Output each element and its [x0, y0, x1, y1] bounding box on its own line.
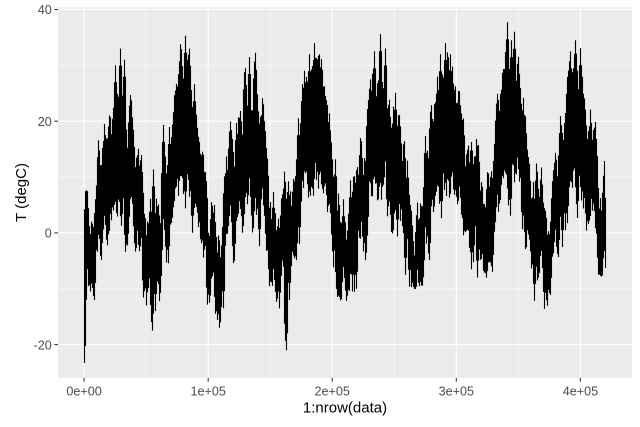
svg-text:40: 40 — [38, 3, 52, 17]
svg-text:4e+05: 4e+05 — [563, 385, 598, 399]
svg-text:1e+05: 1e+05 — [191, 385, 226, 399]
svg-text:T (degC): T (degC) — [13, 163, 30, 222]
svg-text:0: 0 — [45, 227, 52, 241]
svg-text:-20: -20 — [34, 338, 52, 352]
svg-text:0e+00: 0e+00 — [66, 385, 101, 399]
svg-text:1:nrow(data): 1:nrow(data) — [303, 400, 387, 417]
svg-text:2e+05: 2e+05 — [315, 385, 350, 399]
svg-text:3e+05: 3e+05 — [439, 385, 474, 399]
svg-text:20: 20 — [38, 115, 52, 129]
